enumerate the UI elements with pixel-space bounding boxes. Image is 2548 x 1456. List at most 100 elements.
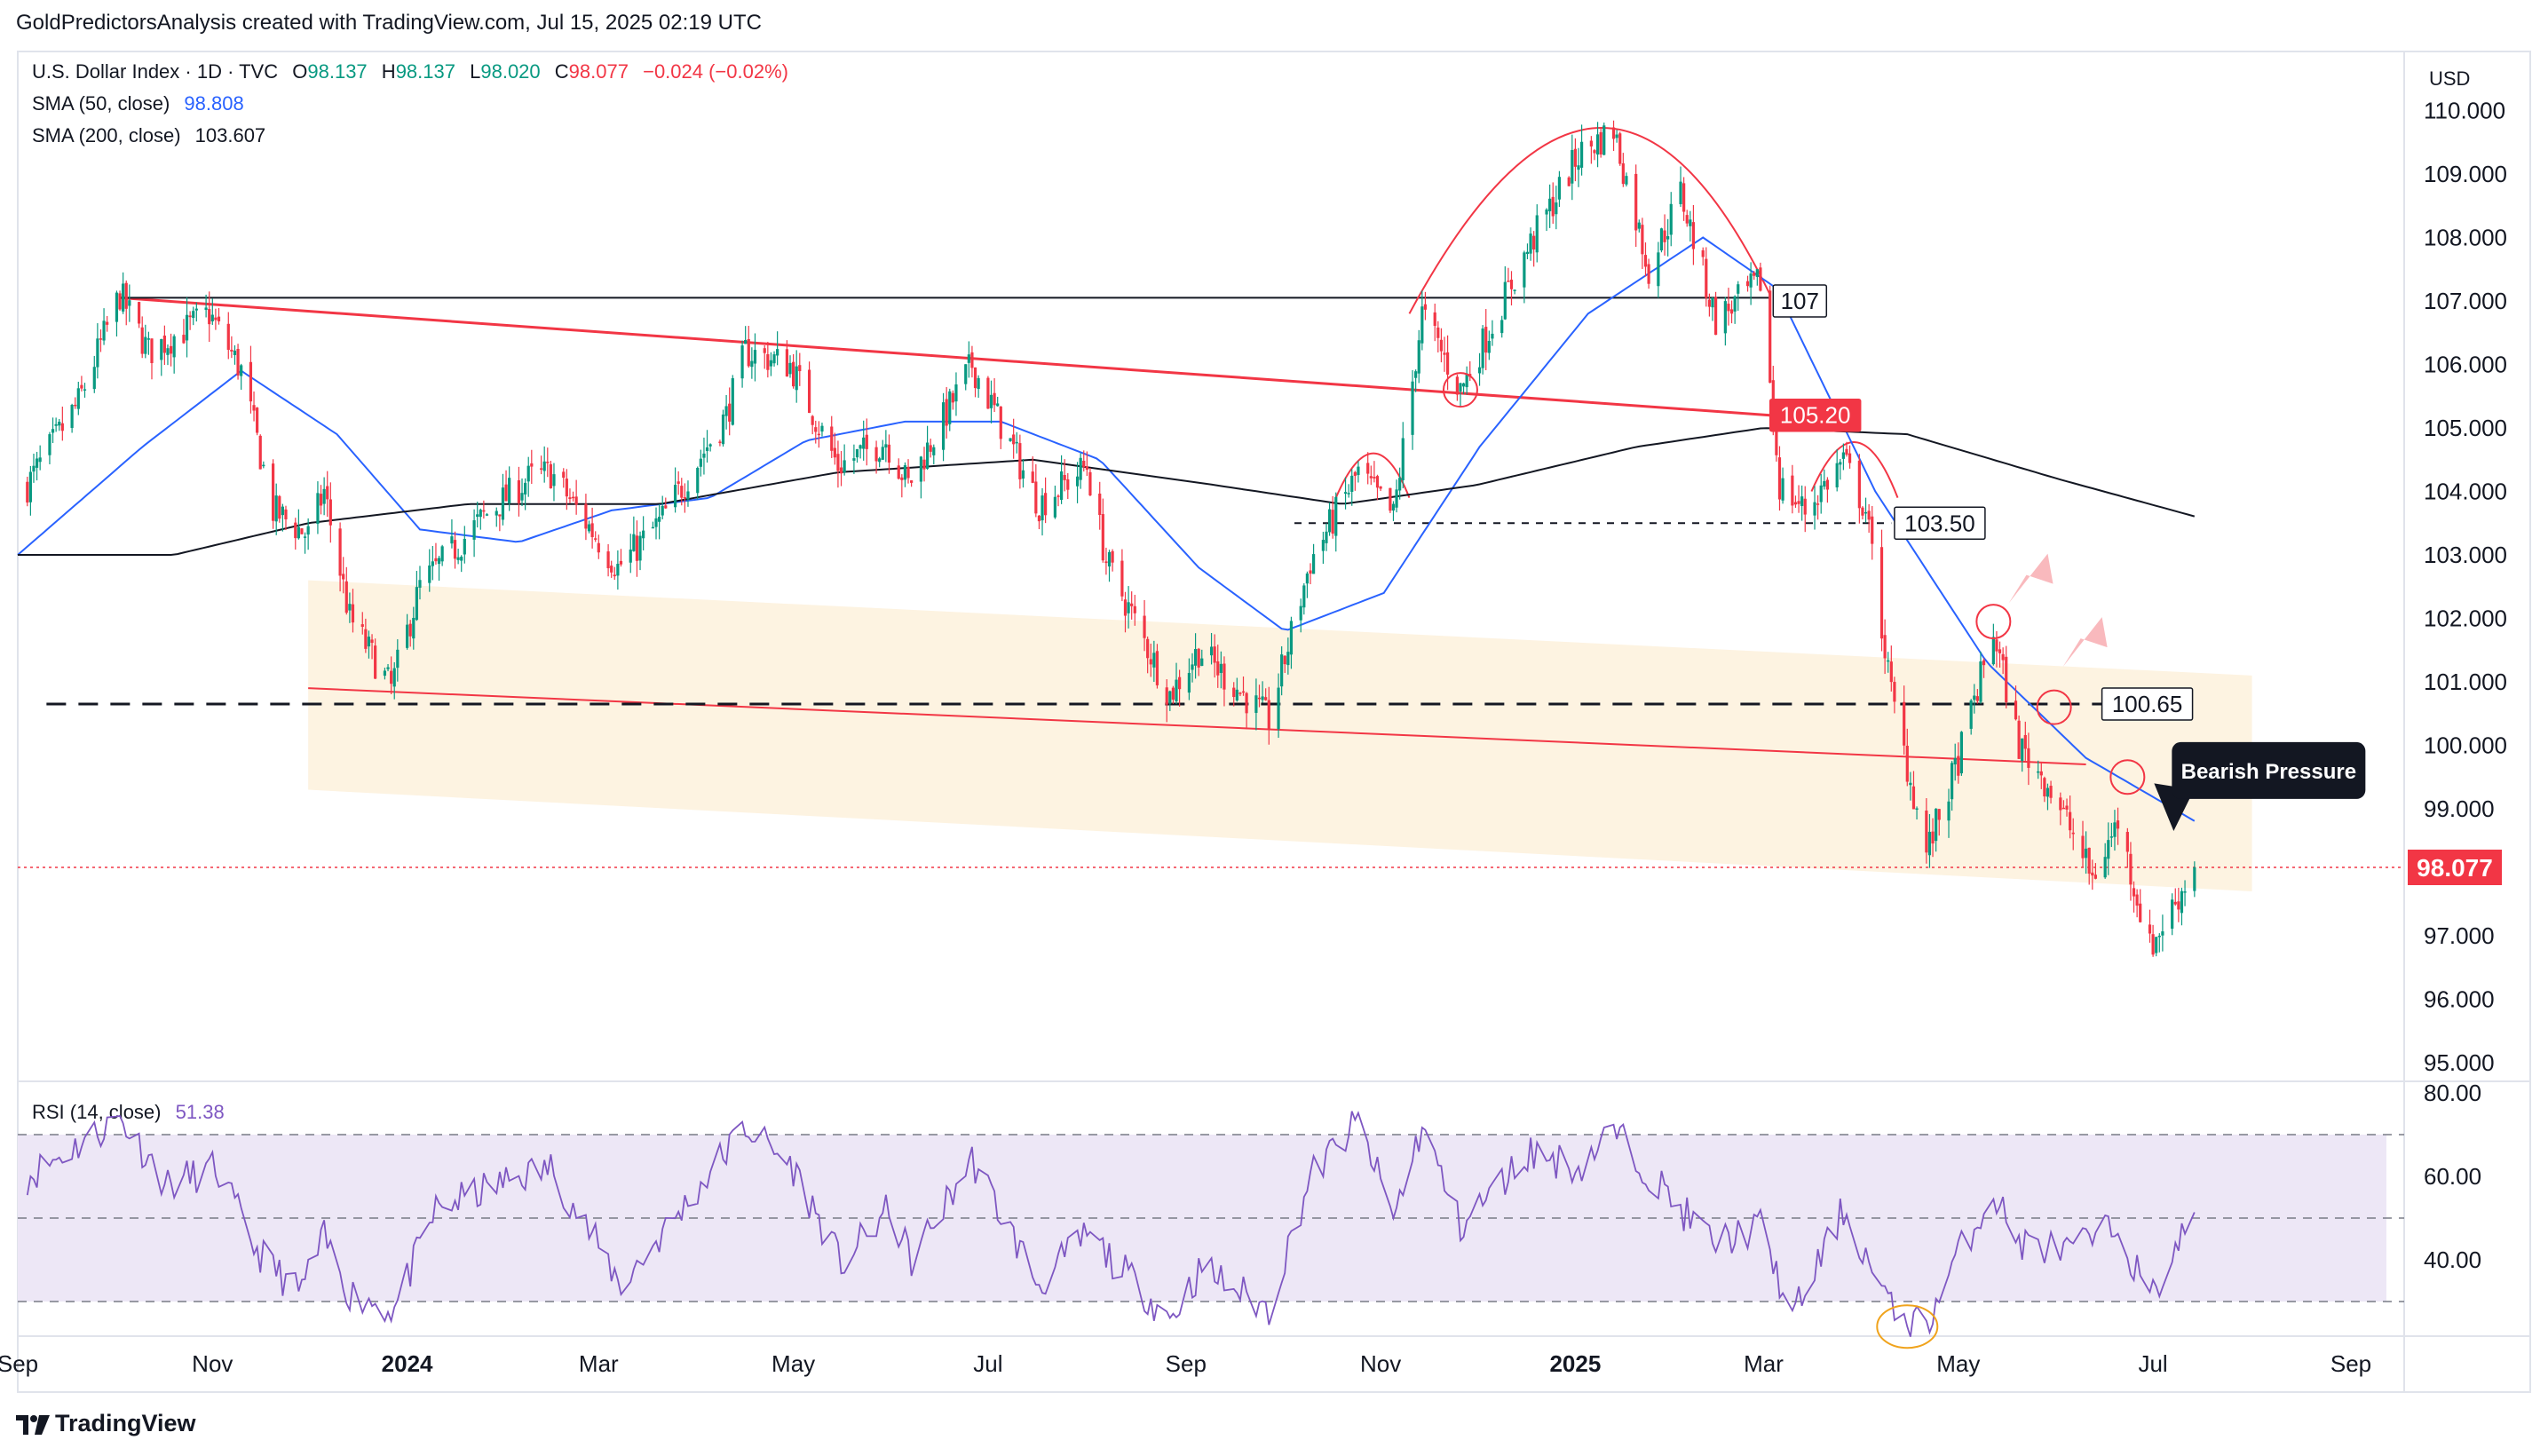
candle-body (162, 335, 166, 353)
candle-body (1063, 475, 1066, 480)
candle-body (989, 394, 993, 408)
candle-body (1500, 320, 1504, 334)
price-tick-label: 105.000 (2424, 415, 2507, 441)
candle-body (517, 479, 521, 503)
candle-body (118, 293, 122, 310)
candle-body (833, 447, 836, 458)
candle-body (948, 391, 952, 424)
candle-body (1659, 228, 1664, 251)
candle-body (169, 345, 173, 354)
rejection-circle (2109, 759, 2146, 795)
candle-body (795, 366, 798, 391)
candle-body (1015, 441, 1018, 444)
candle-body (1879, 547, 1884, 639)
symbol-legend[interactable]: U.S. Dollar Index · 1D · TVC O98.137 H98… (32, 60, 788, 83)
candle-body (1813, 502, 1816, 516)
sma50-legend[interactable]: SMA (50, close) 98.808 (32, 92, 244, 115)
price-tick-label: 97.000 (2424, 922, 2495, 949)
candle-body (1532, 235, 1536, 249)
candle-body (1299, 605, 1302, 621)
brand-text: TradingView (55, 1410, 196, 1436)
candle-body (210, 314, 214, 321)
candle-body (632, 534, 636, 551)
candle-body (460, 557, 463, 561)
candle-body (440, 546, 444, 562)
candle-body (48, 434, 51, 455)
candle-body (702, 453, 706, 458)
small-top-arc-right (1810, 441, 1899, 499)
candle-body (374, 645, 377, 679)
sma200-legend[interactable]: SMA (200, close) 103.607 (32, 124, 265, 147)
candle-body (504, 484, 508, 502)
candle-body (182, 335, 186, 344)
candle-body (731, 378, 734, 425)
currency-label: USD (2429, 67, 2470, 90)
rsi-legend[interactable]: RSI (14, close) 51.38 (32, 1101, 225, 1124)
candle-body (297, 526, 300, 539)
candle-body (524, 482, 527, 495)
candle-body (651, 526, 655, 529)
candle-body (1149, 659, 1152, 665)
rsi-value: 51.38 (175, 1101, 225, 1123)
candle-body (919, 456, 923, 482)
candle-body (1104, 561, 1108, 564)
candle-body (1133, 605, 1136, 613)
candle-body (319, 494, 323, 506)
candle-body (766, 354, 770, 370)
candle-body (788, 362, 792, 375)
candle-body (680, 486, 684, 498)
candle-body (1579, 141, 1584, 168)
level-107-box (1772, 284, 1828, 318)
candle-body (1957, 756, 1960, 776)
candle-body (683, 497, 686, 499)
candle-body (2157, 935, 2161, 938)
candle-body (1261, 696, 1264, 700)
candle-body (654, 518, 658, 527)
candle-body (839, 467, 843, 474)
candle-body (1455, 376, 1459, 395)
time-tick-label: Sep (1166, 1350, 1207, 1377)
candle-body (753, 350, 757, 364)
candle-body (830, 426, 834, 451)
candle-body (1461, 383, 1466, 387)
candle-body (1679, 181, 1682, 204)
pressure-arrow (2062, 617, 2108, 668)
candle-body (140, 327, 144, 354)
rejection-circle (1975, 604, 2012, 640)
candle-body (878, 458, 882, 463)
candle-body (2037, 771, 2040, 773)
candle-body (606, 551, 610, 569)
candle-body (1325, 531, 1328, 543)
candle-body (428, 565, 431, 583)
candle-body (281, 506, 284, 516)
candle-body (677, 481, 680, 484)
candle-body (635, 535, 639, 561)
candle-body (1123, 599, 1128, 616)
candle-body (1548, 198, 1552, 211)
candle-body (463, 538, 466, 555)
candle-body (124, 282, 128, 309)
candle-body (2125, 832, 2129, 852)
candle-body (964, 364, 968, 384)
candle-body (1445, 352, 1450, 375)
candle-body (1791, 475, 1794, 506)
candle-body (2023, 734, 2027, 749)
candle-body (1165, 687, 1168, 705)
candle-body (1327, 509, 1332, 533)
candle-body (807, 369, 811, 414)
candle-body (1589, 140, 1593, 146)
candle-body (1931, 831, 1935, 844)
candle-body (35, 458, 39, 468)
candle-body (1375, 476, 1380, 488)
candle-body (479, 510, 482, 518)
candle-body (2061, 807, 2066, 810)
candle-body (1864, 511, 1868, 514)
callout-label: Bearish Pressure (2181, 760, 2356, 784)
rsi-oversold-highlight (1876, 1304, 1939, 1349)
candle-body (855, 448, 859, 458)
candle-body (941, 402, 946, 450)
candle-body (1417, 340, 1420, 374)
tradingview-brand[interactable]: TradingView (16, 1410, 196, 1437)
